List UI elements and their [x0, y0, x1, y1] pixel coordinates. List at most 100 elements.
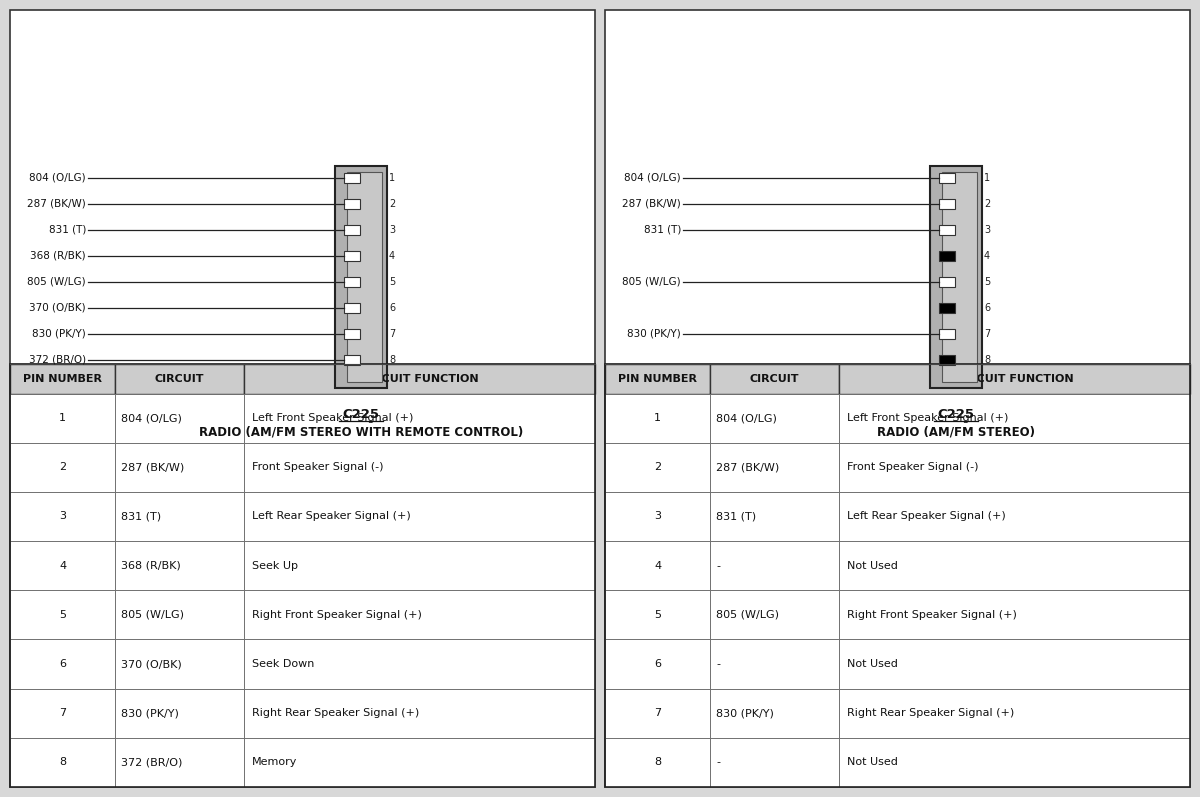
Bar [839, 541, 1190, 591]
Bar [244, 639, 595, 689]
Text: 804 (O/LG): 804 (O/LG) [121, 413, 182, 423]
Bar [344, 225, 360, 234]
Text: CIRCUIT FUNCTION: CIRCUIT FUNCTION [955, 374, 1073, 383]
Text: 1: 1 [654, 413, 661, 423]
Text: Front Speaker Signal (-): Front Speaker Signal (-) [252, 462, 384, 473]
Text: 2: 2 [654, 462, 661, 473]
Text: 804 (O/LG): 804 (O/LG) [30, 173, 86, 183]
Bar [605, 394, 710, 442]
Bar [605, 10, 1190, 787]
Text: 6: 6 [389, 303, 395, 312]
Text: 3: 3 [654, 512, 661, 521]
Bar [115, 738, 244, 787]
Text: 287 (BK/W): 287 (BK/W) [121, 462, 185, 473]
Text: 831 (T): 831 (T) [49, 225, 86, 234]
Bar [10, 363, 115, 394]
Text: 1: 1 [984, 173, 990, 183]
Text: Left Front Speaker Signal (+): Left Front Speaker Signal (+) [252, 413, 413, 423]
Bar [942, 171, 977, 382]
Text: 7: 7 [654, 709, 661, 718]
Bar [244, 738, 595, 787]
Bar [244, 541, 595, 591]
Bar [344, 250, 360, 261]
Text: Left Rear Speaker Signal (+): Left Rear Speaker Signal (+) [847, 512, 1006, 521]
Bar [710, 394, 839, 442]
Text: Not Used: Not Used [847, 659, 898, 669]
Bar [115, 639, 244, 689]
Text: Right Front Speaker Signal (+): Right Front Speaker Signal (+) [252, 610, 422, 620]
Text: Left Rear Speaker Signal (+): Left Rear Speaker Signal (+) [252, 512, 410, 521]
Text: 830 (PK/Y): 830 (PK/Y) [32, 328, 86, 339]
Text: Left Front Speaker Signal (+): Left Front Speaker Signal (+) [847, 413, 1008, 423]
Text: 7: 7 [984, 328, 990, 339]
Text: 368 (R/BK): 368 (R/BK) [121, 560, 181, 571]
Bar [940, 173, 955, 183]
Bar [335, 166, 386, 387]
Text: -: - [716, 757, 720, 768]
Bar [115, 394, 244, 442]
Text: Seek Up: Seek Up [252, 560, 298, 571]
Text: C225: C225 [342, 407, 379, 421]
Text: 831 (T): 831 (T) [716, 512, 756, 521]
Text: 8: 8 [654, 757, 661, 768]
Bar [710, 363, 839, 394]
Text: 805 (W/LG): 805 (W/LG) [28, 277, 86, 287]
Bar [244, 591, 595, 639]
Text: 805 (W/LG): 805 (W/LG) [716, 610, 779, 620]
Text: -: - [716, 659, 720, 669]
Bar [10, 10, 595, 787]
Bar [344, 328, 360, 339]
Bar [347, 171, 382, 382]
Text: 2: 2 [389, 198, 395, 209]
Bar [605, 639, 710, 689]
Bar [839, 363, 1190, 394]
Bar [839, 492, 1190, 541]
Text: 368 (R/BK): 368 (R/BK) [30, 250, 86, 261]
Text: 7: 7 [59, 709, 66, 718]
Bar [839, 394, 1190, 442]
Text: 6: 6 [984, 303, 990, 312]
Text: 830 (PK/Y): 830 (PK/Y) [628, 328, 682, 339]
Bar [710, 738, 839, 787]
Bar [344, 198, 360, 209]
Text: 6: 6 [654, 659, 661, 669]
Text: 830 (PK/Y): 830 (PK/Y) [121, 709, 179, 718]
Bar [115, 591, 244, 639]
Text: RADIO (AM/FM STEREO): RADIO (AM/FM STEREO) [877, 426, 1034, 438]
Bar [710, 492, 839, 541]
Text: 372 (BR/O): 372 (BR/O) [121, 757, 182, 768]
Text: 3: 3 [984, 225, 990, 234]
Bar [605, 738, 710, 787]
Text: C225: C225 [937, 407, 974, 421]
Bar [10, 591, 115, 639]
Bar [605, 541, 710, 591]
Text: Right Rear Speaker Signal (+): Right Rear Speaker Signal (+) [847, 709, 1014, 718]
Bar [115, 363, 244, 394]
Text: -: - [716, 560, 720, 571]
Text: 287 (BK/W): 287 (BK/W) [716, 462, 780, 473]
Bar [605, 689, 710, 738]
Bar [10, 738, 115, 787]
Bar [115, 689, 244, 738]
Text: 372 (BR/O): 372 (BR/O) [29, 355, 86, 364]
Text: CIRCUIT FUNCTION: CIRCUIT FUNCTION [361, 374, 479, 383]
Text: 4: 4 [59, 560, 66, 571]
Text: 2: 2 [984, 198, 990, 209]
Bar [10, 394, 115, 442]
Text: 4: 4 [984, 250, 990, 261]
Text: 5: 5 [389, 277, 395, 287]
Text: 370 (O/BK): 370 (O/BK) [30, 303, 86, 312]
Bar [940, 355, 955, 364]
Text: 8: 8 [59, 757, 66, 768]
Bar [940, 225, 955, 234]
Text: 6: 6 [59, 659, 66, 669]
Text: 8: 8 [984, 355, 990, 364]
Bar [244, 689, 595, 738]
Bar [10, 541, 115, 591]
Text: 4: 4 [654, 560, 661, 571]
Text: 5: 5 [59, 610, 66, 620]
Text: Right Front Speaker Signal (+): Right Front Speaker Signal (+) [847, 610, 1016, 620]
Bar [344, 303, 360, 312]
Bar [344, 173, 360, 183]
Bar [839, 689, 1190, 738]
